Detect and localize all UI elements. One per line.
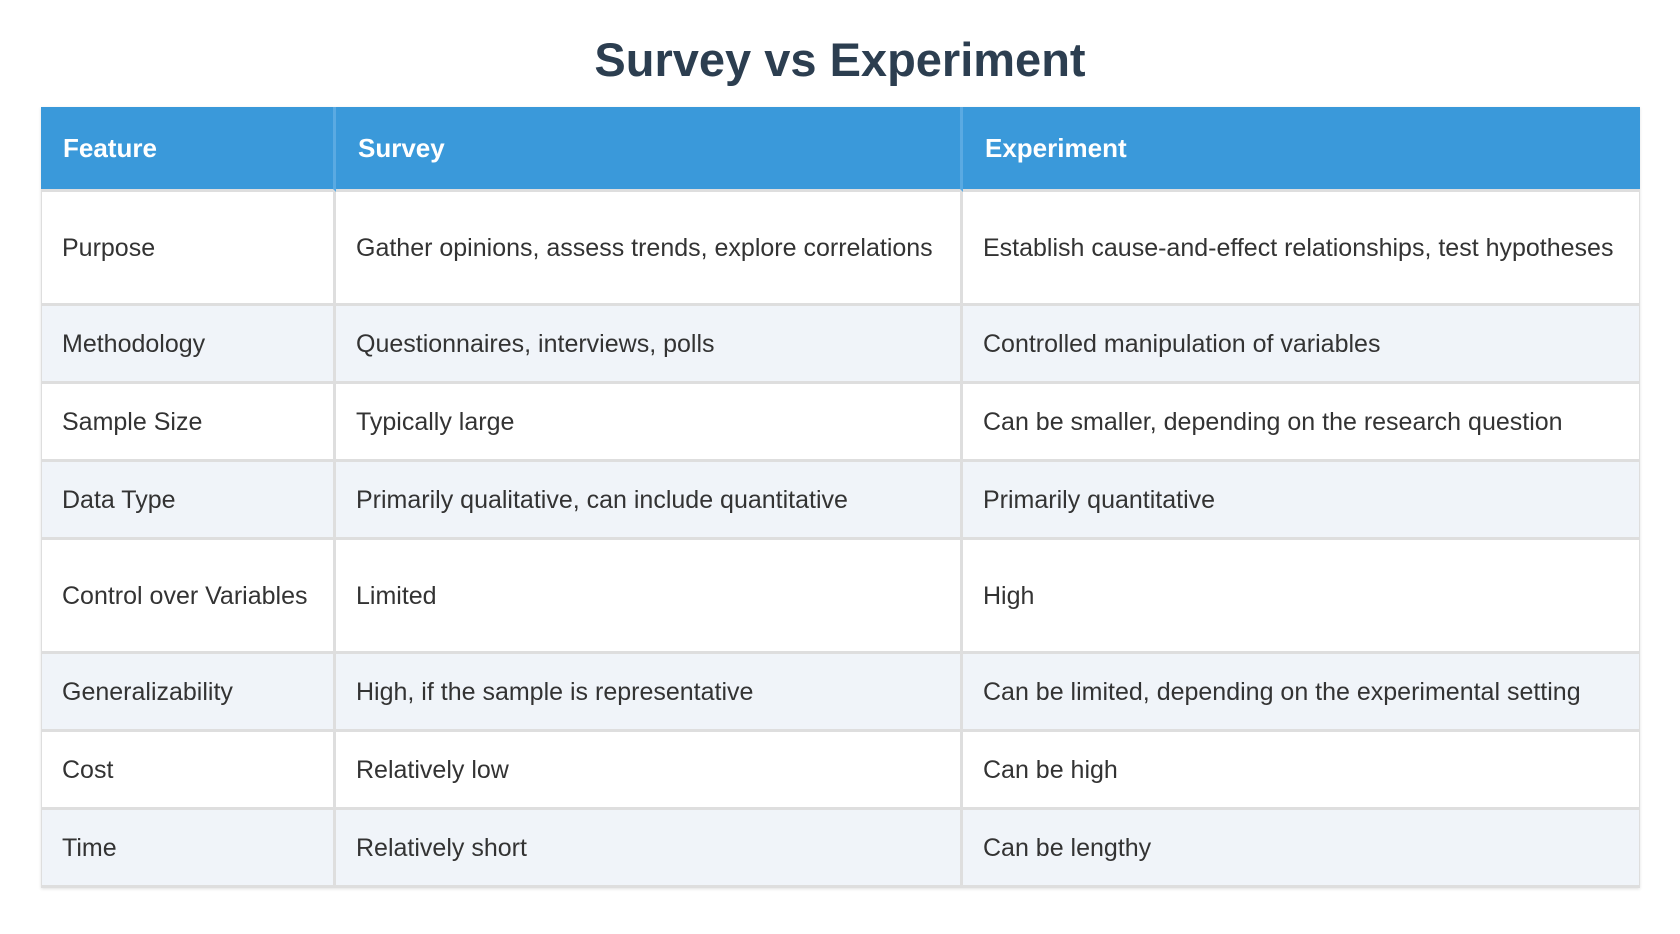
experiment-cell: Can be limited, depending on the experim… bbox=[963, 654, 1640, 732]
experiment-cell: Can be high bbox=[963, 732, 1640, 810]
survey-cell: Relatively low bbox=[336, 732, 963, 810]
experiment-cell: Controlled manipulation of variables bbox=[963, 306, 1640, 384]
survey-cell: High, if the sample is representative bbox=[336, 654, 963, 732]
feature-cell: Generalizability bbox=[41, 654, 336, 732]
feature-cell: Control over Variables bbox=[41, 540, 336, 654]
feature-cell: Sample Size bbox=[41, 384, 336, 462]
experiment-cell: Can be smaller, depending on the researc… bbox=[963, 384, 1640, 462]
header-feature: Feature bbox=[41, 107, 336, 192]
feature-cell: Data Type bbox=[41, 462, 336, 540]
feature-cell: Time bbox=[41, 810, 336, 888]
survey-cell: Limited bbox=[336, 540, 963, 654]
page-title: Survey vs Experiment bbox=[594, 33, 1086, 86]
survey-cell: Relatively short bbox=[336, 810, 963, 888]
table-row: Cost Relatively low Can be high bbox=[41, 732, 1640, 810]
survey-cell: Primarily qualitative, can include quant… bbox=[336, 462, 963, 540]
experiment-cell: Primarily quantitative bbox=[963, 462, 1640, 540]
header-survey: Survey bbox=[336, 107, 963, 192]
table-row: Data Type Primarily qualitative, can inc… bbox=[41, 462, 1640, 540]
survey-cell: Typically large bbox=[336, 384, 963, 462]
experiment-cell: Establish cause-and-effect relationships… bbox=[963, 192, 1640, 306]
feature-cell: Cost bbox=[41, 732, 336, 810]
table-row: Sample Size Typically large Can be small… bbox=[41, 384, 1640, 462]
feature-cell: Purpose bbox=[41, 192, 336, 306]
experiment-cell: High bbox=[963, 540, 1640, 654]
table-row: Methodology Questionnaires, interviews, … bbox=[41, 306, 1640, 384]
experiment-cell: Can be lengthy bbox=[963, 810, 1640, 888]
survey-cell: Questionnaires, interviews, polls bbox=[336, 306, 963, 384]
header-row: Feature Survey Experiment bbox=[41, 107, 1640, 192]
survey-cell: Gather opinions, assess trends, explore … bbox=[336, 192, 963, 306]
table-row: Time Relatively short Can be lengthy bbox=[41, 810, 1640, 888]
table-row: Generalizability High, if the sample is … bbox=[41, 654, 1640, 732]
comparison-table: Feature Survey Experiment Purpose Gather… bbox=[41, 107, 1640, 888]
header-experiment: Experiment bbox=[963, 107, 1640, 192]
feature-cell: Methodology bbox=[41, 306, 336, 384]
table-row: Control over Variables Limited High bbox=[41, 540, 1640, 654]
table-row: Purpose Gather opinions, assess trends, … bbox=[41, 192, 1640, 306]
